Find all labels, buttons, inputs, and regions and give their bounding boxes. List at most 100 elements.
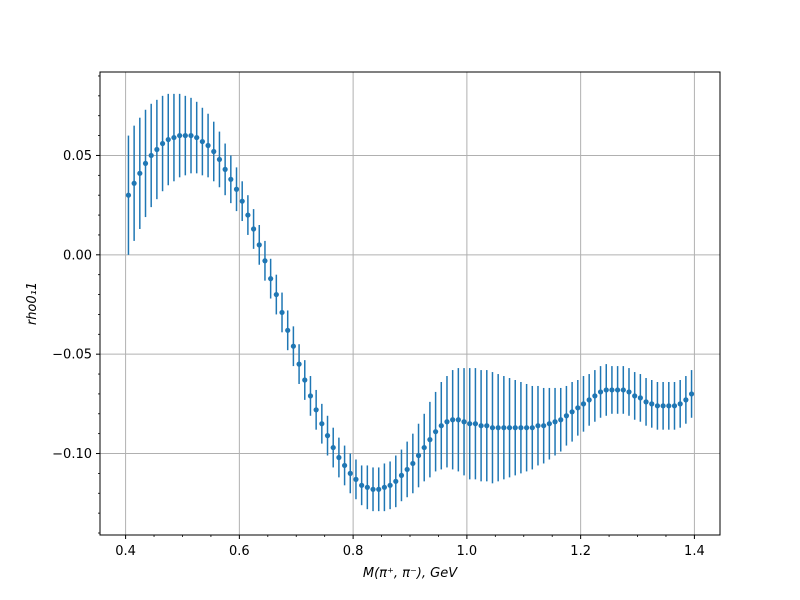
data-point	[142, 160, 149, 167]
data-point	[558, 417, 564, 423]
data-point	[364, 484, 370, 490]
data-point	[290, 343, 296, 349]
data-point	[182, 132, 188, 139]
data-point	[597, 389, 604, 395]
data-point	[529, 425, 535, 431]
data-point	[381, 484, 388, 490]
data-point	[478, 423, 484, 429]
x-tick-label: 1.2	[570, 544, 591, 559]
data-point	[393, 478, 399, 484]
data-point	[137, 170, 143, 176]
data-point	[125, 192, 132, 198]
data-point	[615, 387, 621, 393]
data-point	[580, 401, 587, 407]
data-point	[177, 132, 183, 139]
data-point	[415, 452, 422, 459]
data-point	[233, 186, 240, 192]
data-point	[324, 433, 331, 439]
data-point	[307, 393, 314, 399]
data-point	[609, 387, 615, 393]
data-point	[256, 242, 262, 248]
data-point	[524, 425, 530, 431]
x-tick-label: 1.4	[684, 544, 705, 559]
data-point	[370, 486, 376, 492]
data-point	[450, 417, 456, 423]
ticks: 0.4 0.6 0.8 1.0 1.2 1.4 0.05 0.00 −0.05 −0.10	[52, 75, 705, 559]
data-point	[154, 146, 160, 153]
data-point	[188, 132, 194, 139]
data-point	[387, 482, 393, 488]
x-axis-label: M(π⁺, π⁻), GeV	[363, 566, 458, 581]
data-point	[245, 212, 251, 218]
data-point	[575, 405, 581, 411]
data-point	[688, 391, 695, 397]
data-point	[501, 425, 507, 431]
data-point	[563, 413, 570, 419]
y-tick-label: 0.05	[63, 149, 92, 164]
data-point	[194, 134, 200, 141]
data-point	[603, 387, 609, 393]
y-tick-label: −0.10	[52, 447, 92, 462]
data-point	[467, 421, 473, 427]
data-point	[666, 403, 672, 409]
data-point	[268, 276, 274, 282]
x-tick-label: 1.0	[457, 544, 478, 559]
data-point	[285, 327, 291, 333]
data-point	[649, 401, 655, 407]
data-point	[489, 425, 496, 431]
data-point	[552, 419, 558, 425]
data-point	[677, 401, 683, 407]
data-point	[512, 425, 518, 431]
data-point	[148, 152, 154, 159]
data-point	[302, 377, 308, 383]
data-point	[472, 421, 479, 427]
data-point	[626, 389, 632, 395]
data-point	[211, 148, 217, 155]
data-point	[222, 166, 228, 172]
data-point	[660, 403, 666, 409]
data-point	[569, 409, 575, 415]
data-point	[165, 136, 171, 143]
data-point	[171, 134, 177, 141]
data-point	[518, 425, 524, 431]
data-point	[353, 476, 359, 482]
data-point	[637, 395, 643, 401]
y-tick-label: −0.05	[52, 348, 92, 363]
data-point	[376, 486, 382, 492]
data-point	[250, 226, 257, 232]
data-point	[546, 421, 552, 427]
data-point	[632, 393, 638, 399]
plot-frame	[99, 71, 721, 536]
data-point	[159, 140, 166, 147]
data-point	[535, 423, 541, 429]
data-point	[432, 429, 439, 435]
data-point	[239, 198, 245, 204]
data-point	[484, 423, 490, 429]
data-point	[654, 403, 661, 409]
data-point	[296, 361, 302, 367]
data-point	[347, 470, 353, 476]
data-point	[427, 437, 433, 443]
data-point	[216, 156, 223, 163]
data-point	[359, 482, 365, 488]
data-point	[444, 419, 450, 425]
data-point	[461, 419, 467, 425]
data-point	[131, 180, 137, 186]
data-point	[643, 399, 649, 405]
data-point	[341, 462, 348, 469]
data-point	[336, 454, 342, 461]
data-point	[410, 460, 416, 467]
data-point	[455, 417, 461, 423]
data-point	[319, 421, 325, 427]
data-point	[313, 407, 319, 413]
data-point	[541, 423, 547, 429]
data-point	[671, 403, 678, 409]
data-point	[199, 138, 205, 145]
data-point	[279, 309, 285, 316]
data-point	[438, 423, 444, 429]
data-point	[683, 397, 689, 403]
data-layer	[125, 93, 695, 512]
data-point	[404, 466, 410, 473]
data-point	[205, 142, 211, 149]
x-tick-label: 0.6	[229, 544, 250, 559]
